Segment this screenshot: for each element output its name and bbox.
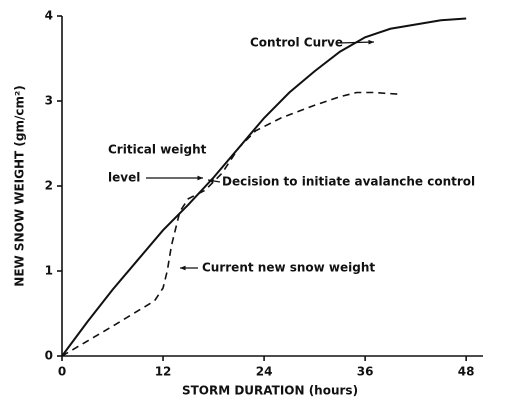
arrow-head	[208, 178, 214, 184]
y-tick-label: 2	[45, 179, 53, 193]
arrow-head	[368, 39, 374, 45]
annotation: Critical weight	[108, 143, 207, 157]
series-line	[61, 17, 467, 357]
series-line	[61, 91, 399, 357]
y-tick-label: 3	[45, 94, 53, 108]
x-axis-label: STORM DURATION (hours)	[182, 384, 358, 398]
arrow-head	[197, 175, 203, 181]
x-tick-label: 48	[458, 365, 475, 379]
arrow-head	[180, 265, 186, 271]
annotation: Decision to initiate avalanche control	[222, 175, 475, 189]
y-tick-label: 0	[45, 349, 53, 363]
y-tick-label: 4	[45, 9, 53, 23]
series-label: Control Curve	[250, 36, 343, 50]
y-tick-label: 1	[45, 264, 53, 278]
arrow	[337, 41, 375, 44]
x-tick-label: 36	[357, 365, 374, 379]
x-tick-label: 0	[58, 365, 66, 379]
x-tick-label: 24	[256, 365, 273, 379]
annotation: level	[108, 171, 140, 185]
x-tick-label: 12	[155, 365, 172, 379]
series-label: Current new snow weight	[202, 261, 375, 275]
y-axis-label: NEW SNOW WEIGHT (gm/cm²)	[13, 85, 27, 286]
